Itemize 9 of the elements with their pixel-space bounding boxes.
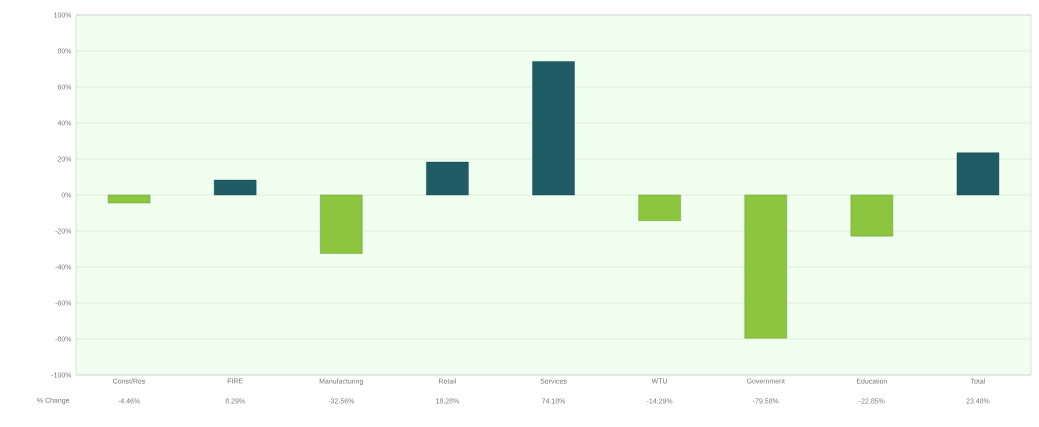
bar [850, 194, 894, 237]
bar [956, 152, 1000, 196]
bar [744, 194, 787, 339]
bar [213, 179, 257, 196]
bar [638, 194, 681, 221]
bar [107, 194, 151, 204]
bar [320, 194, 363, 254]
bar [532, 61, 575, 196]
bar [426, 161, 469, 196]
